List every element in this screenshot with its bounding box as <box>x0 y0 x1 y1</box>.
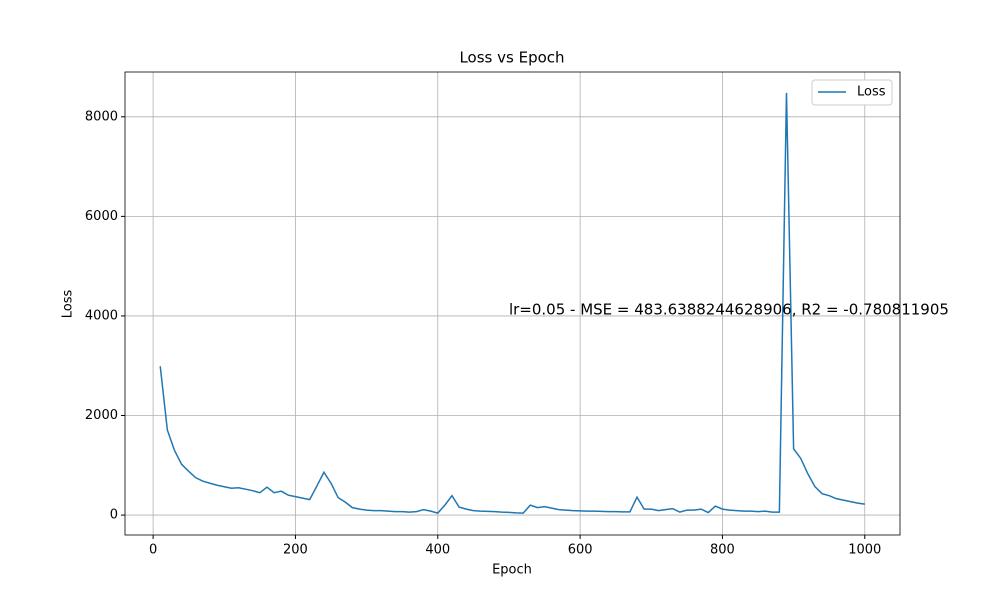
plot-frame <box>124 71 901 536</box>
x-tick-label: 0 <box>149 543 157 558</box>
y-tick-label: 0 <box>110 508 118 523</box>
y-tick-label: 2000 <box>85 408 118 423</box>
x-tick-label: 400 <box>425 543 450 558</box>
legend-box <box>811 79 893 106</box>
y-tick-label: 4000 <box>85 308 118 323</box>
x-tick-label: 600 <box>568 543 593 558</box>
x-tick-label: 200 <box>283 543 308 558</box>
line <box>159 92 865 514</box>
y-axis-label: Loss <box>61 290 76 319</box>
chart-title: Loss vs Epoch <box>459 49 564 67</box>
x-tick-label: 1000 <box>848 543 881 558</box>
legend-label: Loss <box>857 85 886 100</box>
y-tick-label: 8000 <box>85 109 118 124</box>
y-tick-label: 6000 <box>85 209 118 224</box>
annotation: lr=0.05 - MSE = 483.6388244628906, R2 = … <box>509 300 949 318</box>
x-tick-label: 800 <box>710 543 735 558</box>
x-axis-label: Epoch <box>492 563 532 578</box>
